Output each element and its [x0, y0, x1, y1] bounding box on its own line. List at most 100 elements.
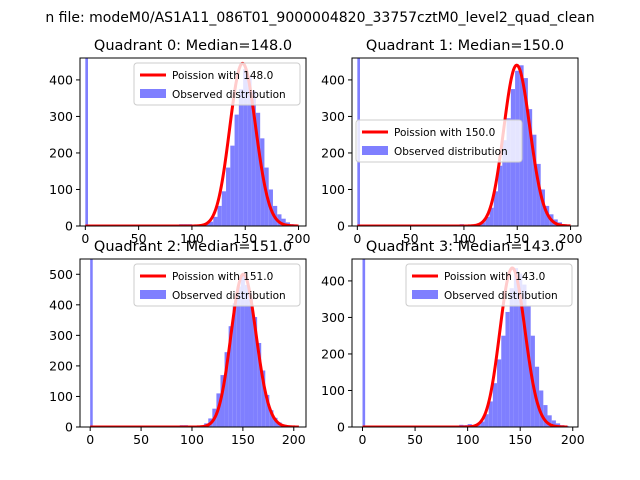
- x-tick-label: 200: [559, 231, 583, 246]
- histogram-bar: [234, 114, 239, 226]
- histogram-bar: [523, 78, 528, 226]
- histogram-bar: [498, 165, 503, 226]
- histogram-bar: [224, 352, 229, 427]
- legend-label-observed: Observed distribution: [444, 290, 558, 302]
- histogram-bar: [540, 189, 545, 226]
- legend-box: [355, 119, 523, 163]
- x-tick-label: 50: [131, 231, 147, 246]
- histogram-bar: [221, 191, 227, 226]
- histogram-bar: [277, 214, 282, 226]
- histogram-bar: [248, 298, 254, 427]
- legend-patch-swatch: [412, 290, 438, 299]
- legend-label-observed: Observed distribution: [172, 89, 286, 101]
- plot-area: [89, 259, 300, 427]
- legend-patch-swatch: [362, 146, 388, 155]
- histogram-spike: [362, 259, 366, 427]
- histogram-bar: [488, 401, 493, 427]
- x-tick-label: 0: [353, 231, 361, 246]
- histogram-bar: [230, 145, 235, 226]
- x-tick-label: 150: [508, 432, 532, 447]
- histogram-bar: [513, 268, 519, 427]
- histogram-spike: [85, 58, 88, 226]
- legend-box: [133, 62, 301, 106]
- y-tick-label: 400: [49, 297, 73, 312]
- legend-label-observed: Observed distribution: [172, 290, 286, 302]
- y-tick-label: 300: [321, 109, 345, 124]
- x-tick-label: 200: [287, 231, 311, 246]
- histogram-bar: [493, 191, 499, 226]
- figure-suptitle: n file: modeM0/AS1A11_086T01_9000004820_…: [45, 10, 594, 26]
- histogram-bar: [502, 140, 507, 226]
- subplot-quadrant-2: Quadrant 2: Median=151.0 0 50 100 150 200 0 100…: [49, 239, 307, 447]
- x-tick-label: 50: [407, 432, 423, 447]
- histogram-bar: [527, 109, 533, 226]
- histogram-bar: [543, 405, 548, 427]
- legend-label-poisson: Poission with 151.0: [172, 271, 273, 283]
- x-tick-label: 100: [452, 231, 476, 246]
- histogram-bar: [236, 286, 241, 427]
- subplot-title: Quadrant 0: Median=148.0: [94, 38, 292, 54]
- histogram-bar: [261, 370, 266, 427]
- subplot-grid: Quadrant 0: Median=148.0 0 50 100 150 200 0 100…: [49, 38, 585, 447]
- histogram-bar: [232, 303, 237, 427]
- subplot-quadrant-3: Quadrant 3: Median=143.0 0 50 100 150 200 0 100…: [321, 239, 585, 447]
- subplot-quadrant-0: Quadrant 0: Median=148.0 0 50 100 150 200 0 100…: [49, 38, 310, 246]
- y-tick-label: 500: [49, 267, 73, 282]
- x-tick-label: 0: [81, 231, 89, 246]
- legend-label-poisson: Poission with 150.0: [394, 127, 495, 139]
- legend: Poission with 151.0 Observed distribution: [133, 263, 301, 307]
- x-tick-label: 150: [233, 231, 257, 246]
- y-tick-label: 0: [65, 420, 73, 435]
- histogram-bar: [480, 421, 485, 427]
- histogram-bar: [518, 273, 523, 427]
- legend: Poission with 148.0 Observed distribution: [133, 62, 301, 106]
- x-tick-label: 0: [86, 432, 94, 447]
- histogram-bar: [551, 420, 556, 427]
- y-tick-label: 300: [321, 310, 345, 325]
- histogram-bar: [547, 415, 552, 427]
- histogram-bar: [251, 90, 256, 226]
- histogram-bar: [273, 417, 278, 427]
- histogram-bar: [526, 306, 531, 427]
- legend-patch-swatch: [140, 89, 166, 98]
- histogram-bar: [244, 284, 249, 427]
- y-tick-label: 100: [321, 383, 345, 398]
- subplot-title: Quadrant 1: Median=150.0: [366, 38, 564, 54]
- y-tick-label: 300: [49, 328, 73, 343]
- y-tick-label: 200: [49, 358, 73, 373]
- x-tick-label: 150: [231, 432, 255, 447]
- y-tick-label: 100: [49, 182, 73, 197]
- y-tick-label: 0: [65, 219, 73, 234]
- histogram-bar: [539, 390, 544, 427]
- x-tick-label: 100: [180, 231, 204, 246]
- histogram-bar: [501, 335, 506, 427]
- y-tick-label: 400: [321, 273, 345, 288]
- histogram-bar: [257, 343, 262, 427]
- histogram-bar: [220, 375, 225, 427]
- histogram-bar: [260, 138, 265, 226]
- histogram-bar: [226, 167, 231, 226]
- y-tick-label: 300: [49, 109, 73, 124]
- histogram-bar: [509, 288, 514, 427]
- histogram-bar: [217, 205, 222, 226]
- histogram-bar: [253, 317, 258, 427]
- subplot-title: Quadrant 3: Median=143.0: [366, 239, 564, 255]
- y-tick-label: 100: [321, 182, 345, 197]
- histogram-bar: [489, 207, 494, 226]
- x-tick-label: 150: [505, 231, 529, 246]
- histogram-bar: [505, 311, 510, 427]
- histogram-bar: [255, 112, 261, 226]
- histogram-bar: [492, 383, 498, 427]
- x-tick-label: 200: [282, 432, 306, 447]
- x-tick-label: 100: [180, 432, 204, 447]
- legend-label-poisson: Poission with 148.0: [172, 70, 273, 82]
- y-tick-label: 200: [321, 145, 345, 160]
- histogram-bar: [208, 221, 214, 226]
- y-tick-label: 0: [337, 420, 345, 435]
- legend: Poission with 150.0 Observed distribution: [355, 119, 523, 163]
- histogram-bar: [506, 118, 511, 226]
- legend-box: [405, 263, 573, 307]
- axes-frame: [351, 258, 579, 428]
- histogram-bar: [484, 414, 489, 427]
- histogram-bar: [238, 89, 244, 226]
